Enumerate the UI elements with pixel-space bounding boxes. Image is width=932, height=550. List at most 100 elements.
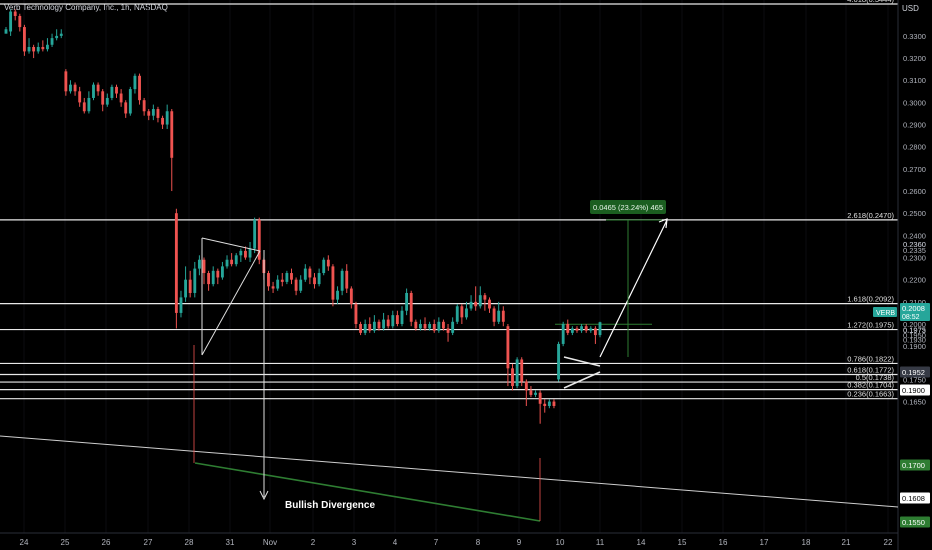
candle-body <box>359 324 362 333</box>
candle-body <box>483 295 487 300</box>
candle-body <box>124 102 128 114</box>
candle-body <box>27 46 31 52</box>
y-tick-label: 0.2500 <box>903 209 926 218</box>
x-tick-label: 18 <box>802 538 811 547</box>
candle-body <box>46 44 49 50</box>
x-tick-label: 27 <box>144 538 153 547</box>
candle-body <box>216 270 220 278</box>
candle-body <box>437 321 441 331</box>
candle-body <box>400 310 404 324</box>
candle-body <box>598 322 602 336</box>
candle-body <box>36 46 40 52</box>
candle-body <box>128 89 132 114</box>
candle-body <box>18 15 22 28</box>
candle-body <box>271 286 275 289</box>
y-tick-label: 0.3200 <box>903 54 926 63</box>
fib-level-label: 1.618(0.2092) <box>847 295 894 304</box>
price-badge-value: 0.1608 <box>902 494 925 503</box>
x-tick-label: 11 <box>596 538 605 547</box>
x-tick-label: 3 <box>352 538 357 547</box>
fib-level-label: 0.382(0.1704) <box>847 381 894 390</box>
candle-body <box>561 324 565 344</box>
candle-body <box>280 279 284 282</box>
candle-body <box>345 270 349 289</box>
candle-body <box>308 268 312 278</box>
candle-body <box>290 273 293 280</box>
pennant-upper <box>563 356 601 367</box>
x-tick-label: 4 <box>393 538 398 547</box>
candle-body <box>492 308 496 322</box>
candle-body <box>138 75 141 101</box>
candle-body <box>184 279 188 298</box>
candle-body <box>207 273 211 285</box>
x-tick-label: 25 <box>61 538 70 547</box>
candle-body <box>64 71 68 92</box>
y-tick-label: 0.2300 <box>903 254 926 263</box>
candle-body <box>41 46 45 50</box>
candle-body <box>78 91 82 103</box>
price-badge <box>900 303 930 321</box>
symbol-badge <box>873 307 897 317</box>
price-badge <box>900 492 930 504</box>
candle-body <box>87 97 91 112</box>
candle-body <box>418 324 422 329</box>
candle-body <box>151 109 155 116</box>
candle-body <box>382 319 386 329</box>
candle-body <box>4 29 8 34</box>
candle-body <box>101 91 105 105</box>
price-badge-value: 0.1700 <box>902 461 925 470</box>
y-tick-label: 0.1973 <box>903 326 926 335</box>
candle-body <box>446 328 450 333</box>
candle-body <box>317 273 321 285</box>
candle-body <box>230 259 234 265</box>
symbol-badge-label: VERB <box>876 310 895 317</box>
candle-body <box>276 279 280 289</box>
candle-body <box>506 326 510 369</box>
candle-body <box>253 219 257 249</box>
x-tick-label: 24 <box>20 538 29 547</box>
candle-body <box>349 288 353 305</box>
candle-body <box>405 292 409 311</box>
candle-body <box>538 392 542 404</box>
candle-body <box>179 297 183 313</box>
candle-body <box>566 324 570 333</box>
y-tick-label: 0.2700 <box>903 165 926 174</box>
candle-body <box>474 301 478 307</box>
candle-body <box>423 324 427 329</box>
candle-body <box>294 279 298 291</box>
candle-body <box>59 33 63 36</box>
x-tick-label: 10 <box>556 538 565 547</box>
target-arrow-line <box>599 219 668 358</box>
candle-body <box>174 213 178 313</box>
candle-body <box>239 250 243 256</box>
fib-level-label: 2.618(0.2470) <box>847 211 894 220</box>
candle-body <box>22 27 26 52</box>
x-tick-label: Nov <box>263 538 277 547</box>
x-tick-label: 2 <box>311 538 316 547</box>
candle-body <box>267 273 270 287</box>
candle-body <box>225 259 229 267</box>
price-badge <box>900 384 930 396</box>
candle-body <box>497 310 501 322</box>
candle-body <box>322 259 326 274</box>
candle-body <box>9 11 13 32</box>
candle-body <box>147 111 151 116</box>
candle-body <box>465 308 468 318</box>
candle-body <box>257 219 261 260</box>
divergence-label: Bullish Divergence <box>285 500 375 511</box>
x-tick-label: 21 <box>842 538 851 547</box>
candle-body <box>13 11 17 16</box>
candle-body <box>336 290 339 300</box>
candle-body <box>547 401 551 406</box>
candle-body <box>92 84 95 98</box>
x-tick-label: 14 <box>637 538 646 547</box>
candle-body <box>248 248 252 258</box>
y-tick-label: 0.1900 <box>903 342 926 351</box>
price-badge <box>900 366 930 378</box>
fib-level-label: 1.272(0.1975) <box>847 321 894 330</box>
candle-body <box>165 111 169 125</box>
candle-body <box>543 403 547 406</box>
candle-body <box>285 273 289 282</box>
candle-body <box>73 84 77 92</box>
